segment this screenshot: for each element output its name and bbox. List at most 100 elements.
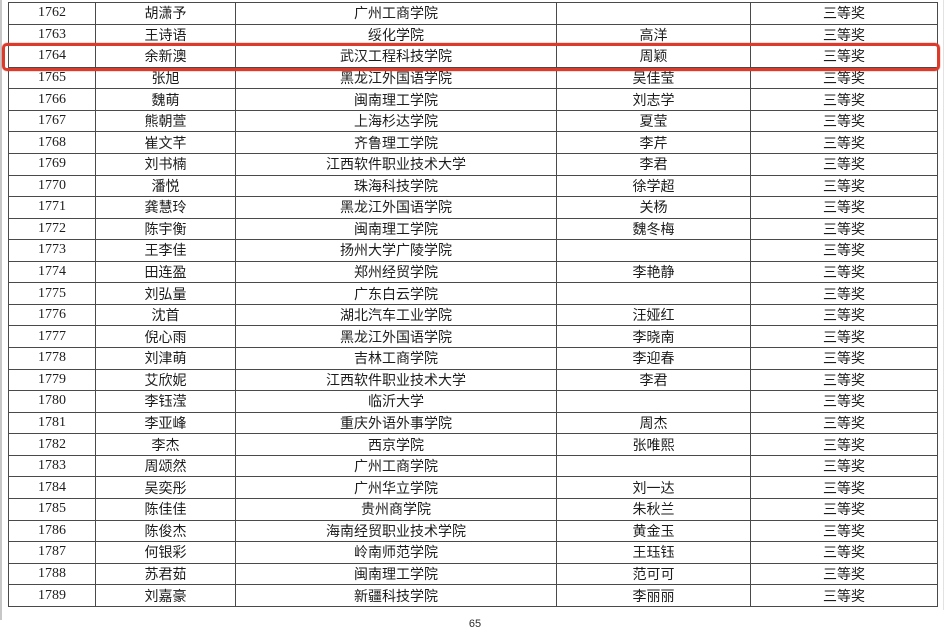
cell-school: 临沂大学 [235,390,557,413]
cell-student-name: 倪心雨 [95,325,236,348]
table-row: 1769 刘书楠 江西软件职业技术大学 李君 三等奖 [8,152,938,176]
cell-student-name: 陈俊杰 [95,519,236,543]
cell-student-name: 陈佳佳 [95,497,236,521]
cell-school: 贵州商学院 [235,497,557,521]
cell-rank: 1786 [8,519,96,543]
cell-student-name: 张旭 [95,66,236,90]
cell-rank: 1777 [8,325,96,348]
cell-award: 三等奖 [750,196,938,219]
cell-school: 绥化学院 [235,23,557,47]
award-table-body: 1762 胡潇予 广州工商学院 三等奖 1763 王诗语 绥化学院 高洋 三等奖 1764 余新澳武… [8,2,938,607]
cell-student-name: 王诗语 [95,23,236,47]
table-row: 1789 刘嘉豪 新疆科技学院 李丽丽 三等奖 [8,584,938,607]
cell-award: 三等奖 [750,433,938,456]
cell-school: 吉林工商学院 [235,347,557,370]
table-row: 1782 李杰 西京学院 张唯熙 三等奖 [8,433,938,456]
cell-award: 三等奖 [750,66,938,90]
cell-advisor-name: 李芹 [556,131,751,154]
cell-school: 珠海科技学院 [235,174,557,198]
table-row: 1788 苏君茹 闽南理工学院 范可可 三等奖 [8,562,938,586]
cell-rank: 1771 [8,196,96,219]
table-row: 1767 熊朝萱 上海杉达学院 夏莹 三等奖 [8,109,938,133]
cell-school: 广州工商学院 [235,454,557,478]
cell-school: 武汉工程科技学院 [235,45,557,68]
table-row: 1783 周颂然 广州工商学院 三等奖 [8,454,938,478]
table-row: 1771 龚慧玲 黑龙江外国语学院 关杨 三等奖 [8,196,938,219]
cell-student-name: 崔文芊 [95,131,236,154]
cell-school: 郑州经贸学院 [235,260,557,284]
cell-rank: 1774 [8,260,96,284]
cell-award: 三等奖 [750,519,938,543]
cell-school: 齐鲁理工学院 [235,131,557,154]
cell-rank: 1784 [8,476,96,499]
table-row: 1778 刘津萌 吉林工商学院 李迎春 三等奖 [8,347,938,370]
cell-rank: 1772 [8,217,96,241]
cell-advisor-name: 李艳静 [556,260,751,284]
cell-student-name: 余新澳 [95,45,236,68]
cell-advisor-name: 周颖 [556,45,751,68]
cell-student-name: 吴奕彤 [95,476,236,499]
cell-award: 三等奖 [750,45,938,68]
table-row: 1763 王诗语 绥化学院 高洋 三等奖 [8,23,938,47]
cell-advisor-name: 魏冬梅 [556,217,751,241]
cell-student-name: 苏君茹 [95,562,236,586]
cell-school: 闽南理工学院 [235,217,557,241]
cell-award: 三等奖 [750,23,938,47]
cell-rank: 1763 [8,23,96,47]
cell-award: 三等奖 [750,368,938,392]
cell-award: 三等奖 [750,454,938,478]
cell-school: 广东白云学院 [235,282,557,305]
cell-advisor-name: 李丽丽 [556,584,751,607]
cell-award: 三等奖 [750,217,938,241]
cell-award: 三等奖 [750,497,938,521]
cell-award: 三等奖 [750,109,938,133]
cell-school: 黑龙江外国语学院 [235,66,557,90]
cell-award: 三等奖 [750,174,938,198]
cell-rank: 1766 [8,88,96,111]
cell-school: 岭南师范学院 [235,541,557,564]
table-row: 1770 潘悦 珠海科技学院 徐学超 三等奖 [8,174,938,198]
cell-rank: 1783 [8,454,96,478]
table-row: 1775 刘弘量 广东白云学院 三等奖 [8,282,938,305]
award-list-table: 1762 胡潇予 广州工商学院 三等奖 1763 王诗语 绥化学院 高洋 三等奖 1764 余新澳武… [8,2,938,607]
cell-advisor-name: 朱秋兰 [556,497,751,521]
cell-rank: 1775 [8,282,96,305]
cell-school: 海南经贸职业技术学院 [235,519,557,543]
table-row: 1787 何银彩 岭南师范学院 王珏钰 三等奖 [8,541,938,564]
cell-rank: 1767 [8,109,96,133]
table-row: 1762 胡潇予 广州工商学院 三等奖 [8,2,938,25]
table-row: 1779 艾欣妮 江西软件职业技术大学 李君 三等奖 [8,368,938,392]
cell-advisor-name: 周杰 [556,411,751,435]
cell-advisor-name: 范可可 [556,562,751,586]
cell-award: 三等奖 [750,239,938,262]
table-row: 1777 倪心雨 黑龙江外国语学院 李晓南 三等奖 [8,325,938,348]
cell-rank: 1779 [8,368,96,392]
table-row: 1764 余新澳 武汉工程科技学院 周颖 三等奖 [8,45,938,68]
cell-advisor-name: 高洋 [556,23,751,47]
table-row: 1766 魏萌 闽南理工学院 刘志学 三等奖 [8,88,938,111]
cell-student-name: 刘书楠 [95,152,236,176]
cell-award: 三等奖 [750,152,938,176]
cell-advisor-name [556,239,751,262]
cell-student-name: 沈首 [95,303,236,327]
cell-school: 广州工商学院 [235,2,557,25]
cell-student-name: 李亚峰 [95,411,236,435]
table-row: 1785 陈佳佳 贵州商学院 朱秋兰 三等奖 [8,497,938,521]
table-row: 1765 张旭 黑龙江外国语学院 吴佳莹 三等奖 [8,66,938,90]
table-row: 1773 王李佳 扬州大学广陵学院 三等奖 [8,239,938,262]
cell-advisor-name: 汪娅红 [556,303,751,327]
cell-school: 湖北汽车工业学院 [235,303,557,327]
cell-school: 黑龙江外国语学院 [235,196,557,219]
cell-award: 三等奖 [750,260,938,284]
cell-advisor-name: 夏莹 [556,109,751,133]
cell-student-name: 艾欣妮 [95,368,236,392]
cell-advisor-name: 张唯熙 [556,433,751,456]
cell-rank: 1782 [8,433,96,456]
cell-advisor-name: 李晓南 [556,325,751,348]
cell-student-name: 熊朝萱 [95,109,236,133]
cell-student-name: 周颂然 [95,454,236,478]
cell-rank: 1780 [8,390,96,413]
cell-advisor-name [556,390,751,413]
cell-award: 三等奖 [750,541,938,564]
cell-rank: 1765 [8,66,96,90]
